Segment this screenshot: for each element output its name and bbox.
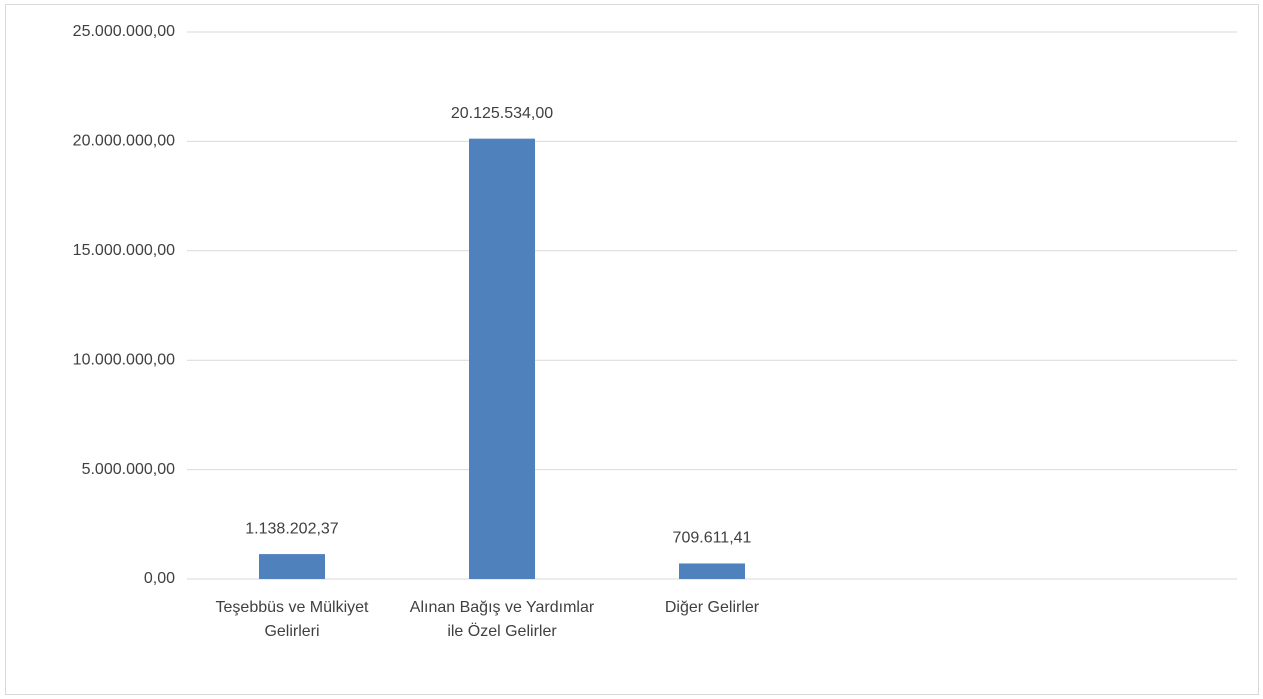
bar xyxy=(259,554,325,579)
data-label: 709.611,41 xyxy=(673,530,752,547)
x-tick-label: Teşebbüs ve Mülkiyet Gelirleri xyxy=(215,599,369,640)
chart-border xyxy=(5,4,1259,695)
x-tick-label: Diğer Gelirler xyxy=(664,599,760,616)
y-tick-label: 5.000.000,00 xyxy=(82,461,176,478)
bar xyxy=(679,563,745,579)
y-tick-label: 15.000.000,00 xyxy=(73,242,175,259)
bar xyxy=(469,138,535,579)
x-tick-label: Alınan Bağış ve Yardımlar ile Özel Gelir… xyxy=(409,599,595,640)
y-tick-label: 25.000.000,00 xyxy=(73,23,175,40)
data-label: 20.125.534,00 xyxy=(451,105,553,122)
y-tick-label: 0,00 xyxy=(144,570,175,587)
data-label: 1.138.202,37 xyxy=(245,520,339,537)
y-tick-label: 20.000.000,00 xyxy=(73,133,175,150)
y-tick-label: 10.000.000,00 xyxy=(73,351,175,368)
